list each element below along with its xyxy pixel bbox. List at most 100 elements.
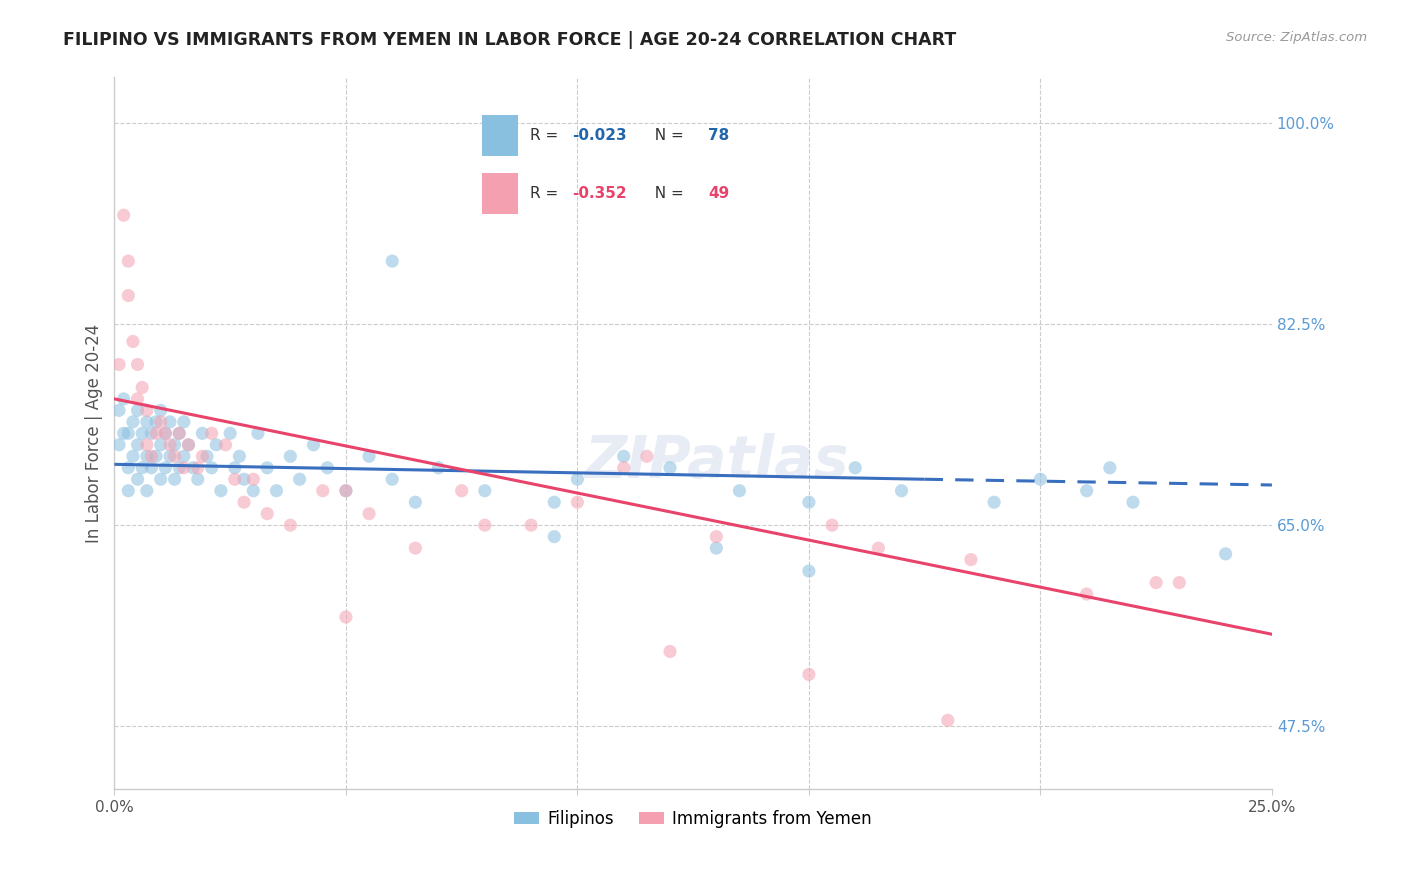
Point — [474, 483, 496, 498]
Point — [117, 288, 139, 302]
Point — [117, 460, 139, 475]
Point — [280, 450, 302, 464]
Point — [450, 483, 472, 498]
Point — [381, 472, 404, 486]
Point — [167, 426, 190, 441]
Point — [159, 438, 181, 452]
Point — [177, 438, 200, 452]
Point — [135, 403, 157, 417]
Point — [844, 460, 866, 475]
Point — [149, 403, 172, 417]
Point — [135, 415, 157, 429]
Point — [233, 495, 256, 509]
Point — [404, 541, 426, 555]
Point — [173, 415, 195, 429]
Point — [108, 438, 131, 452]
Point — [191, 426, 214, 441]
Point — [936, 714, 959, 728]
Point — [1029, 472, 1052, 486]
Point — [122, 334, 145, 349]
Point — [659, 460, 682, 475]
Point — [659, 644, 682, 658]
Point — [1098, 460, 1121, 475]
Point — [316, 460, 339, 475]
Point — [149, 438, 172, 452]
Point — [122, 450, 145, 464]
Text: ZIPatlas: ZIPatlas — [583, 434, 849, 491]
Point — [181, 460, 204, 475]
Point — [205, 438, 228, 452]
Point — [335, 483, 357, 498]
Point — [159, 450, 181, 464]
Point — [127, 438, 149, 452]
Point — [145, 415, 167, 429]
Point — [704, 530, 727, 544]
Point — [288, 472, 311, 486]
Point — [266, 483, 288, 498]
Point — [145, 426, 167, 441]
Point — [242, 483, 264, 498]
Point — [1168, 575, 1191, 590]
Point — [127, 403, 149, 417]
Point — [187, 460, 209, 475]
Point — [224, 460, 246, 475]
Point — [357, 450, 380, 464]
Point — [127, 358, 149, 372]
Point — [219, 426, 242, 441]
Point — [127, 392, 149, 406]
Point — [960, 552, 983, 566]
Point — [427, 460, 450, 475]
Point — [567, 472, 589, 486]
Point — [890, 483, 912, 498]
Point — [187, 472, 209, 486]
Point — [145, 450, 167, 464]
Point — [155, 426, 177, 441]
Point — [209, 483, 232, 498]
Point — [173, 460, 195, 475]
Point — [246, 426, 269, 441]
Point — [127, 472, 149, 486]
Text: Source: ZipAtlas.com: Source: ZipAtlas.com — [1226, 31, 1367, 45]
Point — [195, 450, 218, 464]
Point — [543, 495, 565, 509]
Point — [163, 472, 186, 486]
Point — [177, 438, 200, 452]
Point — [520, 518, 543, 533]
Point — [1215, 547, 1237, 561]
Point — [228, 450, 250, 464]
Point — [214, 438, 236, 452]
Point — [704, 541, 727, 555]
Point — [1076, 483, 1098, 498]
Point — [728, 483, 751, 498]
Point — [131, 426, 153, 441]
Point — [280, 518, 302, 533]
Point — [131, 460, 153, 475]
Point — [797, 564, 820, 578]
Point — [797, 667, 820, 681]
Point — [112, 426, 135, 441]
Point — [167, 460, 190, 475]
Point — [112, 208, 135, 222]
Point — [122, 415, 145, 429]
Point — [163, 438, 186, 452]
Point — [108, 403, 131, 417]
Point — [302, 438, 325, 452]
Point — [335, 483, 357, 498]
Point — [149, 472, 172, 486]
Point — [242, 472, 264, 486]
Point — [224, 472, 246, 486]
Point — [135, 450, 157, 464]
Point — [163, 450, 186, 464]
Point — [201, 460, 224, 475]
Point — [155, 460, 177, 475]
Point — [567, 495, 589, 509]
Point — [797, 495, 820, 509]
Point — [543, 530, 565, 544]
Point — [191, 450, 214, 464]
Point — [149, 415, 172, 429]
Point — [141, 460, 163, 475]
Point — [108, 358, 131, 372]
Point — [1122, 495, 1144, 509]
Point — [868, 541, 890, 555]
Point — [404, 495, 426, 509]
